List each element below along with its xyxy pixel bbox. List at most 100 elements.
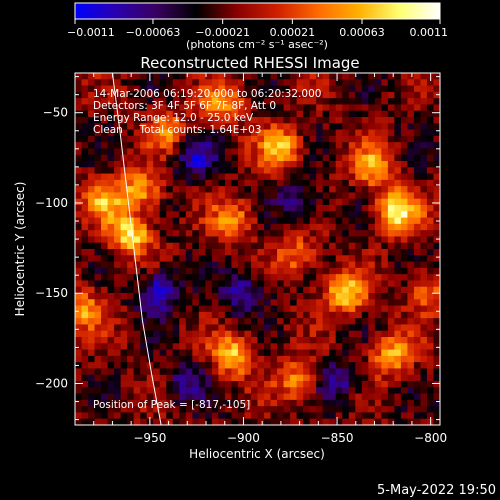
- heatmap-cell: [94, 267, 102, 275]
- heatmap-cell: [394, 192, 402, 200]
- heatmap-cell: [205, 154, 213, 162]
- heatmap-cell: [283, 387, 291, 395]
- heatmap-cell: [303, 236, 311, 244]
- heatmap-cell: [88, 280, 96, 288]
- heatmap-cell: [75, 293, 83, 300]
- heatmap-cell: [75, 343, 83, 351]
- heatmap-cell: [185, 186, 193, 194]
- heatmap-cell: [329, 337, 337, 344]
- heatmap-cell: [146, 179, 154, 187]
- heatmap-cell: [264, 192, 272, 200]
- heatmap-cell: [218, 255, 226, 263]
- heatmap-cell: [231, 110, 239, 118]
- heatmap-cell: [296, 355, 304, 363]
- heatmap-cell: [127, 406, 135, 414]
- colorbar: −0.0011 −0.00063 −0.00021 0.00021 0.00063 0.0…: [67, 2, 448, 51]
- heatmap-cell: [296, 349, 304, 357]
- heatmap-cell: [192, 179, 200, 187]
- heatmap-cell: [159, 91, 167, 99]
- heatmap-cell: [420, 255, 428, 263]
- heatmap-cell: [335, 318, 343, 326]
- heatmap-cell: [322, 286, 330, 294]
- heatmap-cell: [81, 293, 89, 300]
- heatmap-cell: [257, 324, 265, 332]
- heatmap-cell: [172, 349, 180, 357]
- heatmap-cell: [75, 135, 83, 143]
- heatmap-cell: [218, 374, 226, 382]
- heatmap-cell: [237, 192, 246, 200]
- heatmap-cell: [277, 217, 285, 225]
- heatmap-cell: [374, 179, 382, 187]
- heatmap-cell: [303, 173, 311, 181]
- heatmap-cell: [316, 381, 324, 388]
- heatmap-cell: [348, 205, 356, 212]
- heatmap-cell: [153, 167, 161, 175]
- heatmap-cell: [407, 267, 415, 275]
- heatmap-cell: [192, 286, 200, 294]
- heatmap-cell: [107, 274, 115, 282]
- heatmap-cell: [205, 274, 213, 282]
- heatmap-cell: [231, 142, 239, 150]
- heatmap-cell: [407, 161, 415, 168]
- heatmap-cell: [290, 381, 298, 388]
- heatmap-cell: [88, 198, 96, 206]
- heatmap-cell: [140, 349, 148, 357]
- heatmap-cell: [218, 242, 226, 250]
- heatmap-cell: [250, 223, 259, 231]
- heatmap-cell: [433, 154, 440, 162]
- heatmap-cell: [88, 255, 96, 263]
- heatmap-cell: [335, 274, 343, 282]
- heatmap-cell: [335, 293, 343, 300]
- heatmap-cell: [205, 318, 213, 326]
- heatmap-cell: [283, 129, 291, 137]
- heatmap-cell: [185, 305, 193, 313]
- heatmap-cell: [283, 381, 291, 388]
- heatmap-cell: [407, 406, 415, 414]
- heatmap-cell: [342, 261, 350, 269]
- heatmap-cell: [316, 205, 324, 212]
- heatmap-cell: [355, 223, 363, 231]
- heatmap-cell: [185, 148, 193, 156]
- heatmap-cell: [413, 217, 422, 225]
- heatmap-cell: [140, 330, 148, 338]
- heatmap-cell: [394, 161, 402, 168]
- heatmap-cell: [296, 167, 304, 175]
- heatmap-cell: [368, 186, 376, 194]
- heatmap-cell: [153, 274, 161, 282]
- heatmap-cell: [218, 205, 226, 212]
- heatmap-cell: [211, 154, 219, 162]
- heatmap-cell: [329, 324, 337, 332]
- heatmap-cell: [81, 311, 89, 319]
- heatmap-cell: [159, 293, 167, 300]
- heatmap-cell: [153, 393, 161, 401]
- heatmap-cell: [342, 179, 350, 187]
- heatmap-cell: [114, 117, 122, 124]
- heatmap-cell: [400, 79, 409, 87]
- heatmap-cell: [270, 399, 278, 407]
- heatmap-cell: [322, 148, 330, 156]
- heatmap-cell: [218, 110, 226, 118]
- heatmap-cell: [426, 293, 435, 300]
- heatmap-cell: [127, 349, 135, 357]
- heatmap-cell: [192, 205, 200, 212]
- heatmap-cell: [316, 355, 324, 363]
- heatmap-cell: [426, 192, 435, 200]
- heatmap-cell: [140, 117, 148, 124]
- heatmap-cell: [387, 418, 395, 425]
- heatmap-cell: [120, 311, 128, 319]
- heatmap-cell: [413, 79, 422, 87]
- heatmap-cell: [114, 286, 122, 294]
- heatmap-cell: [211, 412, 219, 420]
- heatmap-cell: [250, 255, 259, 263]
- heatmap-cell: [348, 267, 356, 275]
- heatmap-cell: [387, 104, 395, 112]
- heatmap-cell: [172, 135, 180, 143]
- heatmap-cell: [172, 98, 180, 106]
- heatmap-cell: [172, 280, 180, 288]
- heatmap-cell: [264, 412, 272, 420]
- x-tick-label: −900: [227, 431, 260, 445]
- heatmap-cell: [270, 123, 278, 131]
- heatmap-cell: [296, 330, 304, 338]
- heatmap-cell: [159, 305, 167, 313]
- heatmap-cell: [316, 299, 324, 307]
